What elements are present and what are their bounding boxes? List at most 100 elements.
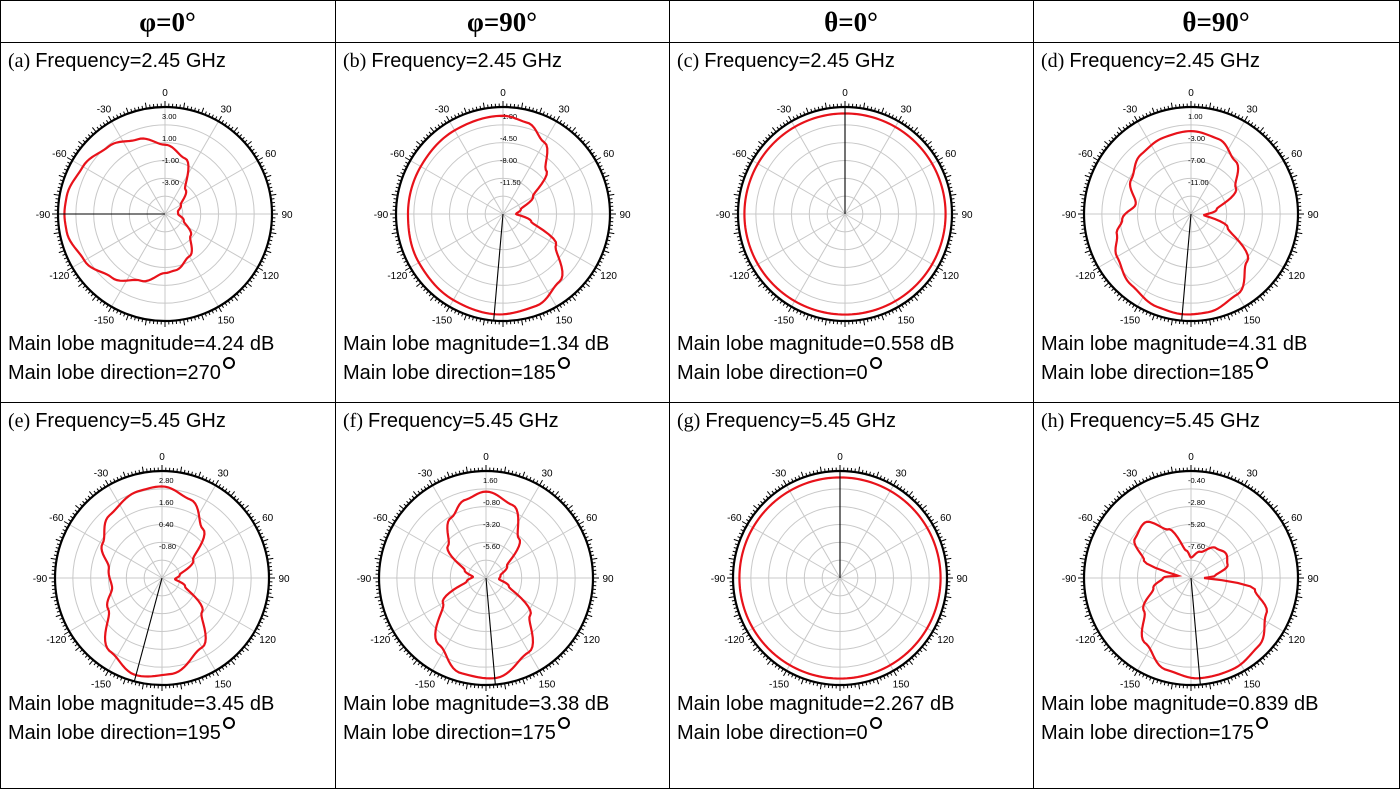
tick-mark: [1167, 682, 1170, 687]
tick-mark: [1267, 136, 1271, 141]
tick-mark: [1085, 246, 1090, 249]
tick-mark: [205, 476, 208, 481]
tick-mark: [747, 161, 751, 165]
tick-mark: [63, 257, 68, 260]
tick-mark: [420, 488, 424, 492]
tick-mark: [99, 486, 103, 490]
tick-mark: [1293, 547, 1298, 549]
tick-mark: [587, 279, 591, 283]
tick-mark: [264, 607, 269, 609]
tick-mark: [55, 547, 60, 549]
angle-tick-label: -60: [52, 149, 67, 160]
tick-mark: [893, 670, 897, 677]
tick-mark: [1092, 521, 1099, 525]
tick-mark: [396, 183, 401, 185]
tick-mark: [85, 287, 89, 292]
tick-mark: [1116, 495, 1120, 499]
angle-tick-label: -120: [1075, 635, 1095, 646]
radial-tick-label: 0.40: [159, 520, 174, 529]
grid-spoke: [432, 485, 487, 579]
tick-mark: [1270, 503, 1274, 507]
tick-mark: [420, 285, 424, 289]
tick-mark: [257, 624, 262, 627]
tick-mark: [805, 472, 808, 477]
tick-mark: [265, 250, 272, 254]
tick-mark: [755, 276, 759, 280]
radial-tick-label: -1.00: [162, 156, 179, 165]
tick-mark: [515, 471, 517, 476]
tick-mark: [394, 637, 398, 641]
tick-mark: [252, 634, 256, 637]
tick-mark: [1253, 488, 1257, 492]
tick-mark: [552, 116, 556, 120]
tick-mark: [572, 512, 576, 516]
grid-spoke: [393, 524, 487, 579]
tick-mark: [950, 193, 957, 196]
tick-mark: [750, 640, 754, 644]
tick-mark: [939, 263, 943, 267]
panel-cell: (g) Frequency=5.45 GHz0306090120150-180-…: [669, 402, 1033, 788]
tick-mark: [733, 193, 740, 196]
tick-mark: [68, 634, 72, 637]
tick-mark: [391, 232, 398, 235]
tick-mark: [183, 319, 186, 326]
tick-mark: [562, 651, 566, 656]
tick-mark: [1117, 295, 1123, 301]
tick-mark: [585, 536, 589, 539]
tick-mark: [748, 515, 752, 519]
tick-mark: [415, 279, 419, 283]
tick-mark: [738, 250, 745, 254]
main-lobe-direction: Main lobe direction=270: [8, 357, 235, 385]
tick-mark: [913, 654, 918, 658]
main-lobe-direction-text: Main lobe direction=185: [1041, 362, 1254, 384]
grid-spoke: [1137, 121, 1192, 215]
tick-mark: [1156, 679, 1159, 684]
grid-spoke: [410, 213, 504, 268]
tick-mark: [71, 270, 75, 273]
grid-spoke: [164, 213, 219, 307]
tick-mark: [542, 668, 545, 672]
tick-mark: [256, 525, 260, 529]
tick-mark: [814, 107, 816, 112]
tick-mark: [87, 657, 91, 661]
tick-mark: [1142, 114, 1145, 119]
grid-spoke: [844, 213, 938, 268]
tick-mark: [771, 662, 775, 666]
tick-mark: [606, 186, 611, 189]
tick-mark: [425, 290, 430, 294]
tick-mark: [886, 673, 889, 678]
tick-mark: [262, 614, 269, 618]
grid-spoke: [1098, 160, 1192, 215]
tick-mark: [528, 317, 531, 322]
tick-mark: [937, 621, 942, 624]
tick-mark: [1247, 304, 1250, 308]
tick-mark: [947, 183, 952, 185]
tick-mark: [120, 475, 123, 479]
tick-mark: [53, 193, 60, 196]
tick-mark: [1294, 186, 1299, 189]
grid-spoke: [839, 524, 933, 579]
tick-mark: [937, 532, 942, 535]
tick-mark: [87, 134, 92, 138]
tick-mark: [728, 596, 735, 599]
tick-mark: [252, 519, 256, 522]
tick-mark: [246, 509, 250, 513]
tick-mark: [944, 599, 949, 602]
panel-cell: (d) Frequency=2.45 GHz0306090120150-180-…: [1033, 42, 1399, 402]
tick-mark: [1275, 509, 1279, 513]
tick-mark: [262, 257, 267, 260]
tick-mark: [792, 116, 796, 120]
tick-mark: [814, 316, 816, 321]
tick-mark: [429, 479, 433, 486]
tick-mark: [396, 512, 400, 516]
tick-mark: [595, 157, 602, 161]
tick-mark: [183, 682, 186, 687]
angle-tick-label: 30: [220, 104, 232, 115]
tick-mark: [233, 495, 237, 499]
tick-mark: [241, 287, 245, 292]
tick-mark: [1216, 317, 1219, 322]
tick-mark: [539, 107, 543, 114]
pattern-curve: [100, 485, 207, 678]
tick-mark: [928, 637, 932, 641]
tick-mark: [102, 122, 106, 126]
